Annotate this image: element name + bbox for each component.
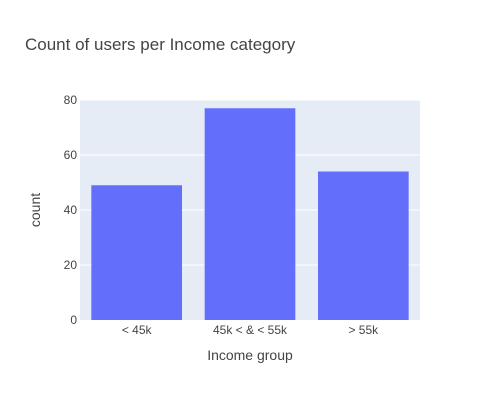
x-axis-ticks: < 45k 45k < & < 55k > 55k (122, 323, 379, 337)
x-tick-label-0: < 45k (122, 323, 153, 337)
y-axis-ticks: 0 20 40 60 80 (64, 93, 78, 327)
chart-title: Count of users per Income category (25, 35, 296, 54)
y-tick-label-3: 60 (64, 148, 78, 162)
bar-2 (318, 171, 409, 320)
y-axis-title: count (27, 193, 43, 227)
bars (91, 108, 409, 320)
bar-1 (204, 108, 296, 320)
y-tick-label-4: 80 (64, 93, 78, 107)
y-tick-label-2: 40 (64, 203, 78, 217)
x-axis-title: Income group (207, 347, 293, 363)
x-tick-label-1: 45k < & < 55k (213, 323, 288, 337)
y-tick-label-0: 0 (70, 313, 77, 327)
y-tick-label-1: 20 (64, 258, 78, 272)
bar-0 (91, 185, 182, 320)
x-tick-label-2: > 55k (348, 323, 379, 337)
